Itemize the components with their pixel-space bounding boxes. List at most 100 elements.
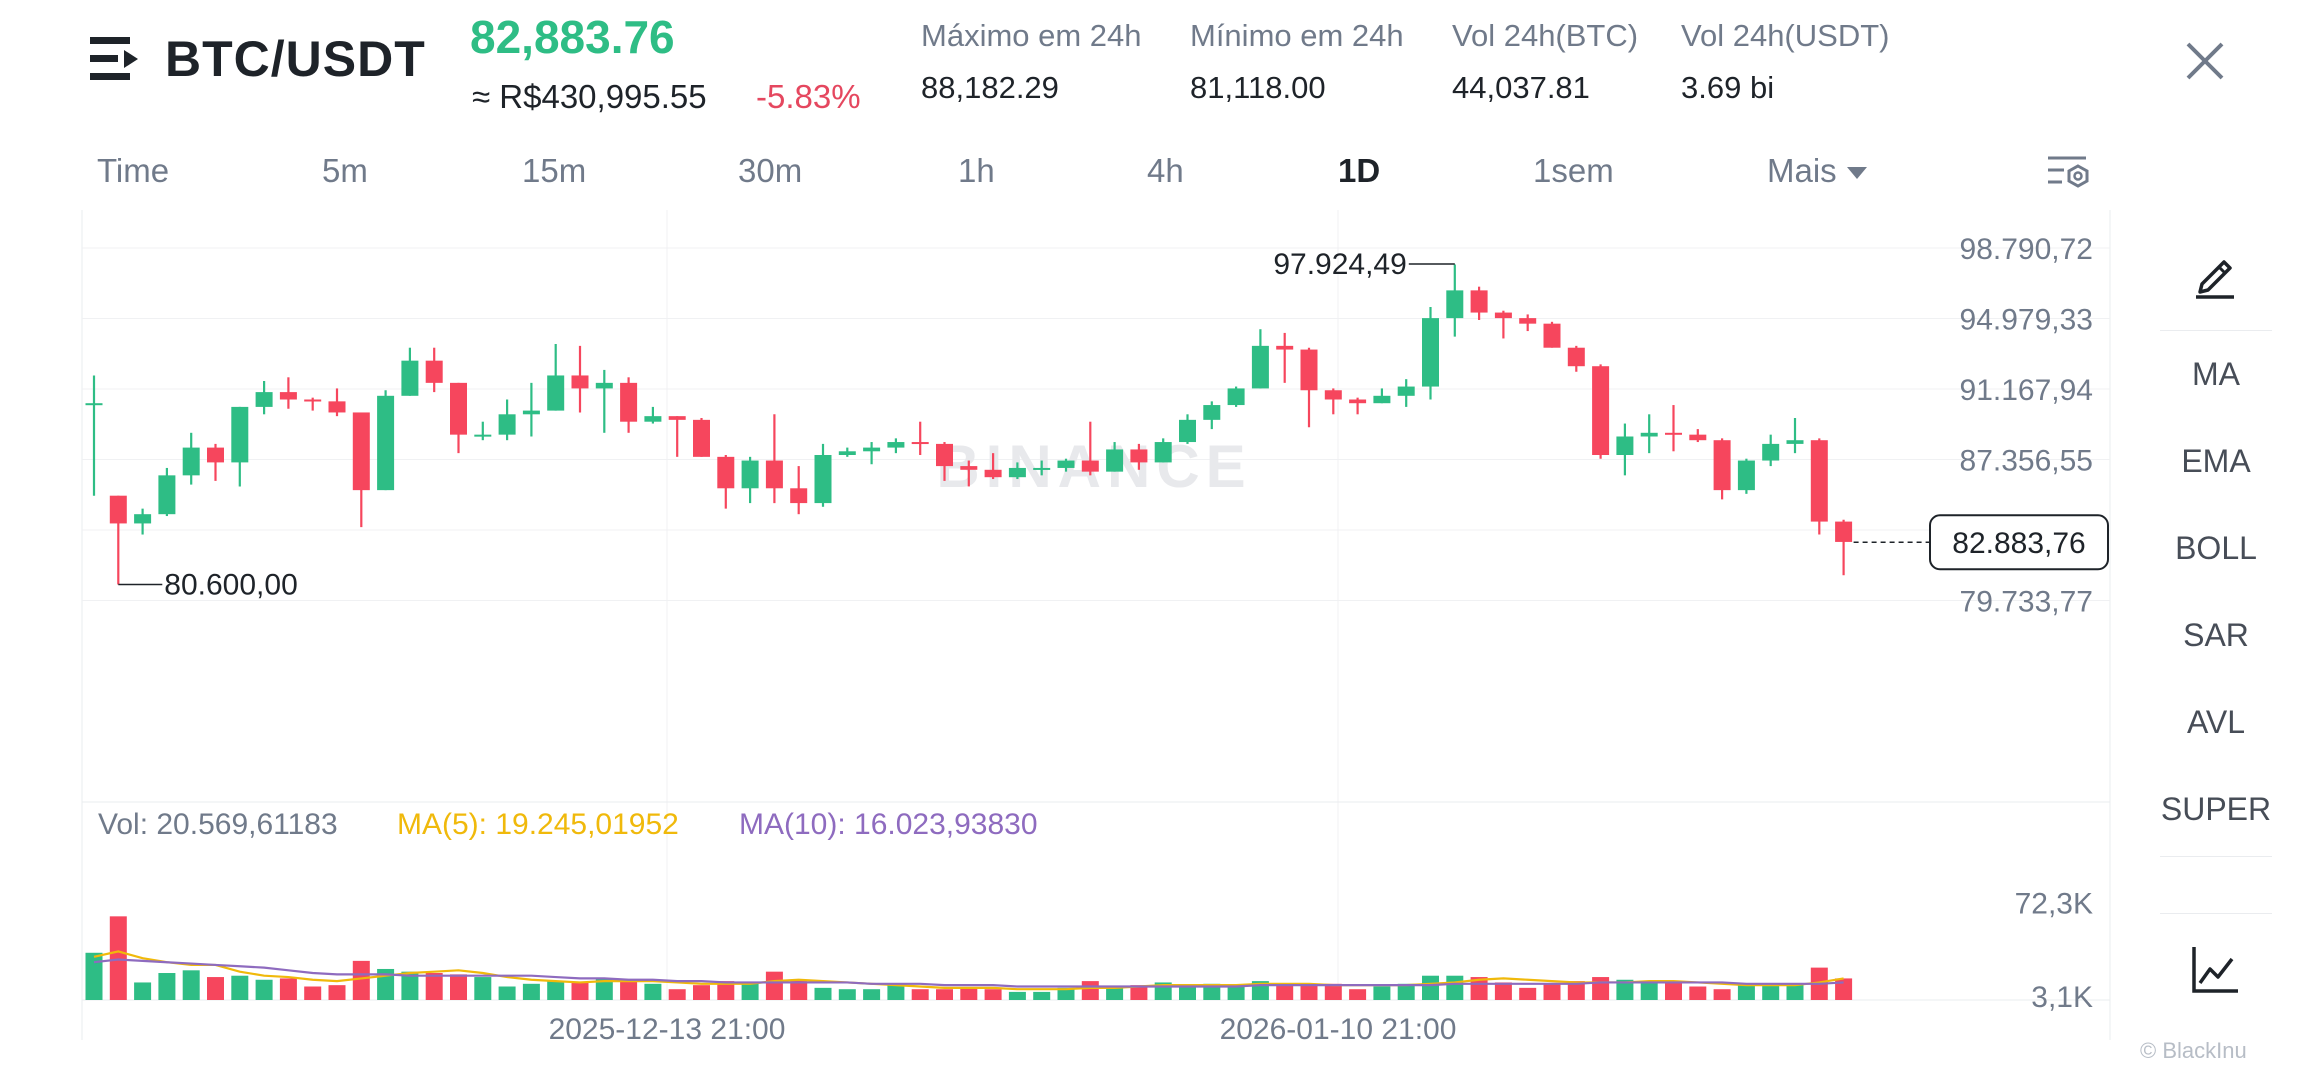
tab-4h[interactable]: 4h xyxy=(1147,152,1184,189)
candle-body xyxy=(1106,449,1124,472)
volume-bar xyxy=(1373,986,1391,1000)
volume-bar xyxy=(498,986,516,1000)
candle-body xyxy=(1227,388,1245,406)
tab-15m[interactable]: 15m xyxy=(522,152,587,189)
stat-value: 88,182.29 xyxy=(921,70,1059,105)
volume-bar xyxy=(134,982,152,1000)
volume-bar xyxy=(1592,977,1610,1000)
volume-bar xyxy=(1130,985,1148,1000)
candle-body xyxy=(547,375,565,411)
volume-bar xyxy=(401,971,419,1000)
candle-body xyxy=(1033,467,1051,470)
volume-bar xyxy=(595,978,613,1000)
toolbar-divider xyxy=(2160,913,2272,914)
menu-icon[interactable] xyxy=(90,34,142,84)
volume-bar xyxy=(960,987,978,1000)
stat-label: Vol 24h(USDT) xyxy=(1681,18,1890,53)
volume-bar xyxy=(450,974,467,1000)
stat-high-24h: Máximo em 24h 88,182.29 xyxy=(921,18,1142,106)
volume-bar xyxy=(1543,983,1561,1000)
candle-body xyxy=(207,447,224,463)
volume-bar xyxy=(1106,987,1124,1000)
volume-bar xyxy=(1616,979,1634,1000)
volume-bar xyxy=(571,982,589,1000)
candle-body xyxy=(498,414,516,435)
candle-body xyxy=(109,495,127,524)
candle-body xyxy=(887,442,905,448)
tab-time[interactable]: Time xyxy=(97,152,170,189)
tab-1sem[interactable]: 1sem xyxy=(1533,152,1614,189)
candle-body xyxy=(134,514,152,524)
volume-bar xyxy=(911,989,929,1000)
pair-title[interactable]: BTC/USDT xyxy=(165,31,426,87)
candle-body xyxy=(790,488,808,504)
volume-bar xyxy=(231,975,249,1000)
last-price: 82,883.76 xyxy=(470,11,675,63)
candle-body xyxy=(1713,440,1731,491)
market-header: BTC/USDT 82,883.76 ≈ R$430,995.55 -5.83%… xyxy=(0,0,2312,130)
candle-body xyxy=(1835,521,1853,542)
tool-sar[interactable]: SAR xyxy=(2183,617,2249,653)
indicator-chart-icon[interactable] xyxy=(2190,945,2240,995)
indicator-toolbar: MA EMA BOLL SAR AVL SUPER xyxy=(2120,210,2312,1040)
volume-bar xyxy=(717,981,735,1000)
candle-body xyxy=(765,460,783,489)
volume-bar xyxy=(1446,975,1464,1000)
volume-bar xyxy=(838,989,856,1000)
candle-body xyxy=(1349,399,1367,404)
draw-pencil-icon[interactable] xyxy=(2190,250,2240,300)
volume-bar xyxy=(814,987,832,1000)
tab-more[interactable]: Mais xyxy=(1767,152,1867,190)
candle-body xyxy=(522,410,540,415)
volume-bar xyxy=(474,977,492,1000)
candle-body xyxy=(401,360,419,396)
candle-body xyxy=(279,392,297,400)
watermark-credit: © BlackInu xyxy=(2140,1038,2247,1063)
volume-bar xyxy=(620,979,638,1000)
tool-ma[interactable]: MA xyxy=(2192,356,2240,392)
candle-body xyxy=(1567,347,1585,367)
toolbar-divider xyxy=(2160,856,2272,857)
candle-body xyxy=(620,382,638,422)
x-tick-label: 2026-01-10 21:00 xyxy=(1220,1013,1457,1040)
candle-body xyxy=(1130,449,1148,463)
volume-bar xyxy=(109,916,127,1000)
price-chart[interactable]: BINANCE 98.790,7294.979,3391.167,9487.35… xyxy=(0,210,2120,1040)
tool-super[interactable]: SUPER xyxy=(2160,791,2272,827)
tab-1h[interactable]: 1h xyxy=(958,152,995,189)
volume-bar xyxy=(522,983,540,1000)
ma5-volume-line xyxy=(93,950,1844,991)
tab-30m[interactable]: 30m xyxy=(738,152,803,189)
high-marker-label: 97.924,49 xyxy=(1273,248,1406,281)
candle-body xyxy=(1665,432,1682,435)
volume-bar xyxy=(1519,987,1537,1000)
volume-bar xyxy=(1397,983,1415,1000)
chart-grid xyxy=(81,210,2111,1040)
stat-vol-usdt: Vol 24h(USDT) 3.69 bi xyxy=(1681,18,1889,106)
candle-body xyxy=(1422,318,1439,387)
price-tick-label: 94.979,33 xyxy=(1960,304,2093,337)
candle-body xyxy=(1543,323,1561,348)
volume-bar xyxy=(741,982,759,1000)
tab-1d[interactable]: 1D xyxy=(1338,152,1381,189)
volume-bar xyxy=(1008,991,1026,1000)
chart-settings-icon[interactable] xyxy=(2046,150,2092,196)
volume-bar xyxy=(668,989,686,1000)
volume-bar xyxy=(693,985,710,1000)
volume-bar xyxy=(1567,981,1585,1000)
fiat-price: ≈ R$430,995.55 xyxy=(472,78,707,115)
ma5-volume-label: MA(5): 19.245,01952 xyxy=(397,808,679,841)
candle-body xyxy=(1470,290,1488,313)
price-tick-label: 91.167,94 xyxy=(1960,374,2093,407)
tool-ema[interactable]: EMA xyxy=(2181,443,2251,479)
candle-body xyxy=(425,360,443,383)
tab-5m[interactable]: 5m xyxy=(322,152,368,189)
stat-value: 81,118.00 xyxy=(1190,70,1326,105)
candle-body xyxy=(911,442,929,445)
volume-bar xyxy=(207,977,224,1000)
tool-avl[interactable]: AVL xyxy=(2186,704,2246,740)
close-icon[interactable] xyxy=(2180,36,2230,86)
tool-boll[interactable]: BOLL xyxy=(2175,530,2257,566)
candle-body xyxy=(352,412,370,491)
volume-bar xyxy=(984,989,1002,1000)
